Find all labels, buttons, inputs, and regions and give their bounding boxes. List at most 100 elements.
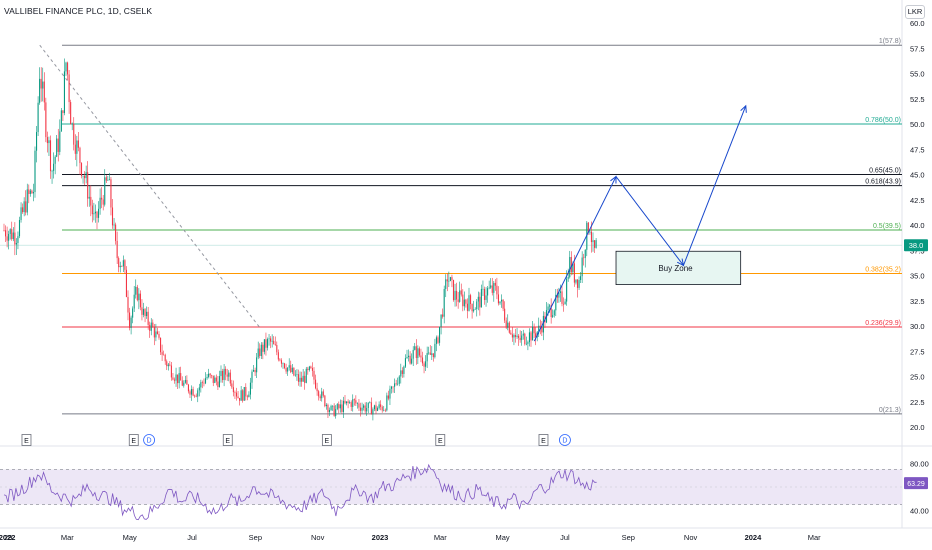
fib-level-label: 0(21.3) [879, 407, 901, 414]
candle-body [135, 286, 137, 295]
candle [237, 391, 239, 399]
candle-body [25, 201, 27, 213]
candle [406, 349, 408, 359]
candle [62, 110, 64, 122]
candle [508, 321, 510, 334]
candle-body [43, 81, 45, 103]
candle [26, 183, 28, 216]
candle [73, 117, 75, 151]
candle-body [372, 409, 374, 415]
candle [445, 274, 447, 298]
candle-body [532, 326, 534, 341]
candle-body [175, 374, 177, 381]
candle [521, 330, 523, 346]
candle [539, 319, 541, 335]
candle-body [454, 290, 456, 301]
candle [324, 394, 326, 408]
candle [70, 99, 72, 125]
candle-body [338, 404, 340, 409]
candle-body [57, 138, 59, 152]
candle-body [583, 257, 585, 259]
candle [490, 278, 492, 289]
candle [14, 222, 16, 256]
candle [397, 377, 399, 386]
candle [251, 369, 253, 389]
candle [465, 298, 467, 308]
candle [32, 183, 34, 202]
candle [580, 272, 582, 283]
candle-body [470, 295, 472, 304]
candle-body [310, 366, 312, 368]
candle-body [485, 295, 487, 300]
candle-body [48, 140, 50, 144]
candle [581, 251, 583, 284]
rsi-line [3, 463, 597, 521]
candle [369, 401, 371, 404]
candle-body [206, 376, 208, 379]
candle [524, 332, 526, 346]
candle [215, 374, 217, 386]
candle [209, 372, 211, 379]
candle [270, 336, 272, 349]
candle [432, 353, 434, 362]
candle [570, 251, 572, 276]
candle [65, 61, 67, 76]
candle-body [209, 373, 211, 376]
candle [187, 383, 189, 394]
candle-body [191, 388, 193, 395]
candle-body [146, 311, 148, 316]
candle-body [380, 404, 382, 407]
candle-body [589, 231, 591, 233]
candle [271, 334, 273, 348]
currency-selector[interactable]: LKR [905, 5, 925, 19]
candle-body [335, 409, 337, 417]
candle-body [76, 140, 78, 154]
candle-body [423, 363, 425, 367]
candle-body [45, 102, 47, 138]
candle [254, 367, 256, 376]
candle [342, 396, 344, 418]
candle [496, 277, 498, 300]
candle [259, 343, 261, 359]
candle [468, 287, 470, 312]
candle [487, 285, 489, 303]
candle-body [274, 344, 276, 345]
candle [234, 390, 236, 399]
candle [415, 339, 417, 365]
candle-body [282, 363, 284, 364]
candle-body [187, 384, 189, 392]
y-tick-label: 52.5 [910, 95, 925, 104]
candle-body [150, 322, 152, 331]
candle [532, 321, 534, 341]
candle [429, 345, 431, 355]
candle-body [549, 305, 551, 307]
candle-body [268, 338, 270, 340]
candle-body [564, 301, 566, 305]
candle [94, 204, 96, 223]
y-tick-label: 20.0 [910, 423, 925, 432]
x-tick-label: 2022 [0, 533, 15, 542]
candle-body [477, 296, 479, 302]
candle [435, 335, 437, 352]
candle [82, 175, 84, 184]
candle [316, 382, 318, 396]
candle-body [93, 213, 95, 215]
candle-body [404, 358, 406, 367]
earnings-marker [128, 434, 139, 446]
candle [180, 366, 182, 381]
candle [130, 315, 132, 335]
candle [541, 320, 543, 336]
candle [519, 330, 521, 343]
candle [488, 280, 490, 290]
candle-body [29, 190, 31, 194]
candle-body [111, 207, 114, 226]
candle-body [98, 208, 100, 218]
candle-body [285, 368, 287, 372]
candle-body [332, 405, 334, 407]
candle [293, 367, 295, 377]
candle [279, 358, 281, 362]
candle [576, 279, 579, 298]
candle [198, 383, 200, 397]
candle [115, 222, 117, 245]
